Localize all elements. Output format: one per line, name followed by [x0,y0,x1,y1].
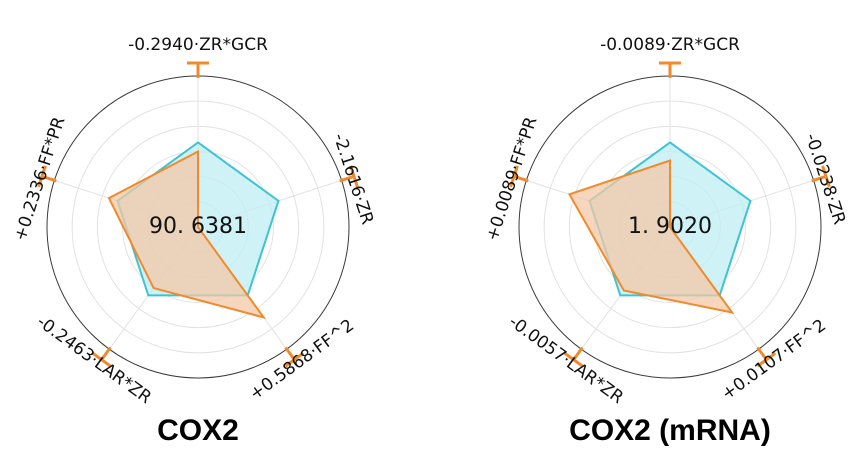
series-polygon-1 [568,159,735,315]
chart-title: COX2 (mRNA) [569,414,771,447]
axis-marker [509,165,529,188]
axis-marker [91,346,112,368]
center-value: 90. 6381 [149,214,247,239]
axis-marker [563,346,584,368]
axis-marker [187,61,209,78]
axis-marker [756,346,777,368]
axis-label: -0.2940·ZR*GCR [128,35,268,55]
axis-label: -0.2463·LAR*ZR [33,312,155,408]
center-value: 1. 9020 [628,214,712,239]
axis-label: -0.0238·ZR [801,131,849,227]
axis-label: +0.0089·FF*PR [483,114,542,243]
axis-marker [659,61,681,78]
axis-marker [37,165,57,188]
series-polygon-1 [107,149,267,320]
axis-label: +0.2336·FF*PR [11,114,70,243]
axis-label: -0.0089·ZR*GCR [600,35,740,55]
chart-title: COX2 [157,414,239,447]
axis-marker [811,165,831,188]
axis-marker [339,165,359,188]
radar-chart-cox2-mrna: -0.0089·ZR*GCR -0.0238·ZR +0.0107·FF^2 -0.0… [483,35,850,447]
axis-label: +0.5868·FF^2 [246,316,358,405]
axis-label: -2.1616·ZR [329,131,377,227]
radar-chart-cox2: -0.2940·ZR*GCR -2.1616·ZR +0.5868·FF^2 -0.2… [11,35,378,447]
axis-label: +0.0107·FF^2 [718,316,830,405]
axis-label: -0.0057·LAR*ZR [505,312,627,408]
axis-marker [284,346,305,368]
